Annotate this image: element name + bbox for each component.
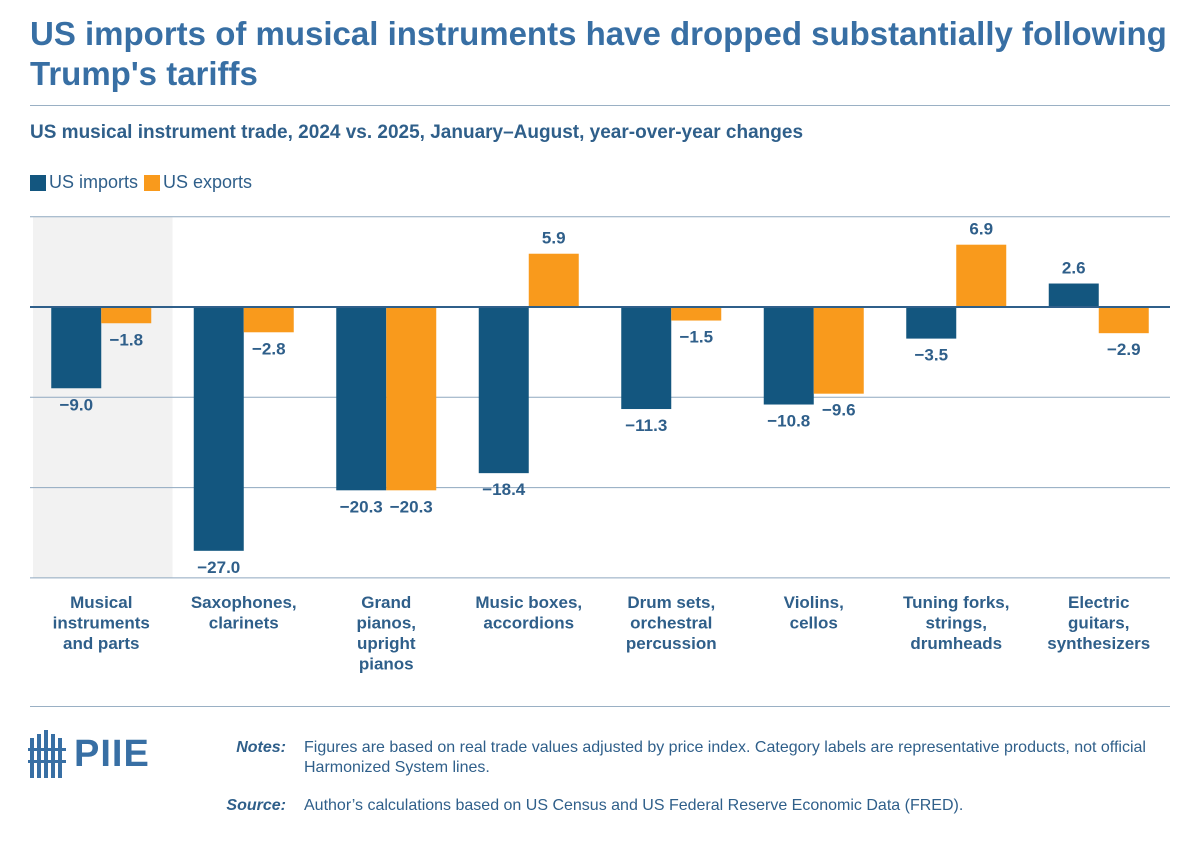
category-label: Tuning forks, strings, drumheads [903,593,1009,653]
bar-imports [621,307,672,410]
value-label-imports: −3.5 [914,346,948,365]
value-label-imports: −11.3 [625,416,667,435]
value-label-imports: −9.0 [59,395,93,414]
source-text: Author’s calculations based on US Census… [304,797,964,814]
category-label: Musical instruments and parts [53,593,150,653]
source-row: Source: Author’s calculations based on U… [218,796,1168,816]
piie-logo: PIIE [28,728,150,780]
chart-subtitle: US musical instrument trade, 2024 vs. 20… [30,122,804,143]
legend: US imports US exports [30,172,258,193]
value-label-imports: −20.3 [340,497,383,516]
bar-exports [101,307,152,324]
category-label: Grand pianos, upright pianos [356,593,416,674]
value-label-imports: −27.0 [197,558,240,577]
bar-imports [763,307,814,405]
value-label-exports: −2.9 [1107,340,1141,359]
bar-exports [386,307,437,491]
legend-label-exports: US exports [163,172,253,192]
footnotes: Notes: Figures are based on real trade v… [218,738,1168,834]
legend-label-imports: US imports [49,172,139,192]
bar-exports [813,307,864,394]
bar-imports [1048,283,1099,307]
value-label-imports: −10.8 [767,412,810,431]
notes-text: Figures are based on real trade values a… [304,739,1146,776]
bar-exports [956,244,1007,307]
value-label-exports: 5.9 [542,229,566,248]
legend-item-imports: US imports [30,172,138,193]
value-label-exports: −20.3 [390,497,433,516]
title-divider [30,105,1170,106]
bar-exports [1098,307,1149,334]
notes-label: Notes: [236,739,286,756]
notes-row: Notes: Figures are based on real trade v… [218,738,1168,778]
source-label: Source: [226,797,286,814]
legend-item-exports: US exports [144,172,252,193]
bar-imports [51,307,102,389]
chart-title: US imports of musical instruments have d… [30,15,1167,92]
bar-imports [906,307,957,339]
piie-logo-icon [28,730,66,778]
footer-divider [30,706,1170,707]
category-label: Electric guitars, synthesizers [1047,593,1150,653]
value-label-exports: 6.9 [969,220,993,239]
bar-imports [478,307,529,474]
value-label-imports: 2.6 [1062,259,1086,278]
bar-chart: −9.0 −1.8 Musical instruments and parts −27.0… [30,216,1170,674]
bar-exports [528,253,579,307]
value-label-exports: −1.8 [109,330,143,349]
category-label: Violins, cellos [784,593,844,633]
value-label-exports: −9.6 [822,401,856,420]
category-label: Drum sets, orchestral percussion [626,593,717,653]
value-label-exports: −1.5 [679,328,713,347]
category-label: Saxophones, clarinets [191,593,297,633]
bar-imports [336,307,387,491]
value-label-exports: −2.8 [252,339,286,358]
bar-exports [671,307,722,321]
legend-swatch-exports [144,174,161,191]
bar-exports [243,307,294,333]
category-label: Music boxes, accordions [475,593,582,633]
legend-swatch-imports [30,174,46,191]
bar-imports [193,307,244,551]
piie-logo-text: PIIE [74,732,150,775]
value-label-imports: −18.4 [482,480,526,499]
